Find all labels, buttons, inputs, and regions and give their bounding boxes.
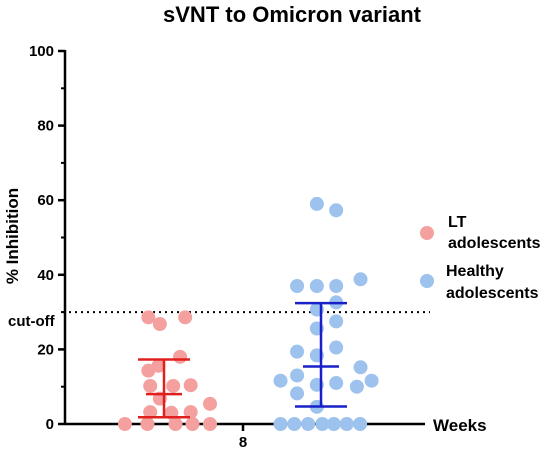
data-point [326,417,341,431]
x-axis-label: Weeks [433,416,487,435]
data-point [353,272,368,287]
data-point [152,317,167,332]
data-point [349,379,364,394]
data-point [290,368,305,383]
data-point [273,373,288,388]
data-point [203,396,217,411]
y-axis: 0 20 40 60 80 100 [29,43,67,433]
legend-label-healthy-line1: Healthy [446,263,504,280]
data-point [339,417,354,431]
data-point [173,349,188,364]
x-axis: 8 [65,422,425,451]
y-tick-label: 40 [37,267,54,284]
data-point [329,278,344,293]
legend-label-lt-line2: adolescents [448,235,541,252]
data-point [151,358,166,373]
data-point [287,417,302,431]
y-tick-label: 60 [37,192,54,209]
data-point [329,340,344,355]
legend: LT adolescents Healthy adolescents [420,214,541,302]
data-point [329,375,344,390]
data-point [117,417,132,431]
y-tick-label: 100 [29,43,54,60]
data-point [203,417,217,431]
data-point [183,405,198,420]
data-point [309,196,324,211]
data-point [290,278,305,293]
data-point [329,203,344,218]
data-point [364,373,379,388]
data-point [309,278,324,293]
data-point [290,344,305,359]
legend-label-lt-line1: LT [448,214,467,231]
data-points [117,196,379,431]
chart-title: sVNT to Omicron variant [163,2,422,27]
data-point [140,417,155,431]
data-point [141,310,156,325]
data-point [168,417,183,431]
legend-marker-healthy [420,274,434,288]
data-point [185,417,200,431]
data-point [178,310,193,325]
x-tick-label: 8 [239,434,247,451]
y-tick-label: 0 [46,416,54,433]
data-point [183,378,198,393]
y-axis-label: % Inhibition [3,188,22,284]
data-point [353,417,368,431]
legend-label-healthy-line2: adolescents [446,285,539,302]
data-point [143,378,158,393]
cutoff-label: cut-off [8,313,56,330]
data-point [353,360,368,375]
data-point [166,378,181,393]
data-point [315,417,330,431]
data-point [329,314,344,329]
data-point [143,405,158,420]
error-bars [138,301,347,419]
y-tick-label: 80 [37,118,54,135]
legend-marker-lt [420,226,434,240]
data-point [273,417,288,431]
data-point [290,386,305,401]
y-tick-label: 20 [37,341,54,358]
data-point [301,417,316,431]
